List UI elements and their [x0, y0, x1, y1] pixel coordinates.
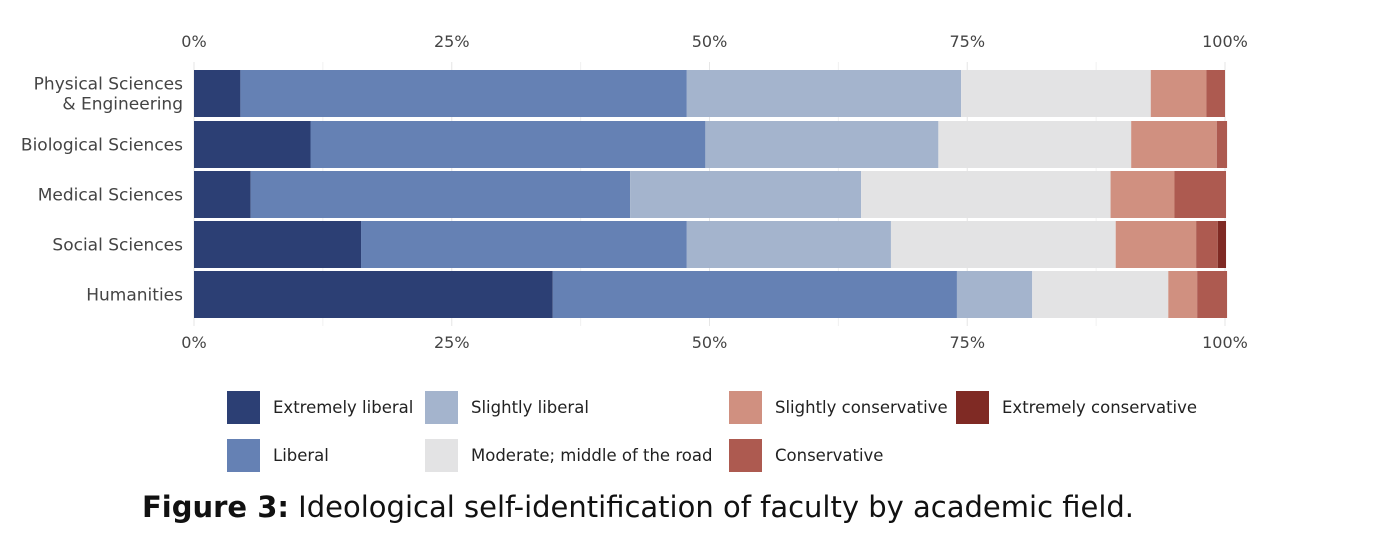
category-label: Physical Sciences & Engineering [34, 75, 183, 115]
bar-segment-conservative [1174, 171, 1227, 218]
bars [194, 70, 1228, 318]
legend-label: Moderate; middle of the road [471, 446, 712, 465]
bar-segment-slightly-conservative [1110, 171, 1175, 218]
y-axis-categories: Physical Sciences & Engineering Biological… [21, 75, 183, 306]
bar-segment-slightly-conservative [1115, 221, 1197, 268]
x-tick-label: 100% [1202, 333, 1248, 352]
bar-segment-liberal [250, 171, 631, 218]
x-axis-bottom: 0% 25% 50% 75% 100% [181, 333, 1248, 352]
legend-swatch-extremely-conservative [956, 391, 989, 424]
legend-swatch-extremely-liberal [227, 391, 260, 424]
bar-segment-slightly-liberal [705, 121, 939, 168]
x-axis-top: 0% 25% 50% 75% 100% [181, 32, 1248, 51]
legend-label: Slightly conservative [775, 398, 948, 417]
legend-label: Conservative [775, 446, 883, 465]
legend-swatch-moderate-middle-of-the-road [425, 439, 458, 472]
legend-label: Extremely conservative [1002, 398, 1197, 417]
bar-segment-slightly-liberal [686, 221, 891, 268]
x-tick-label: 75% [949, 333, 985, 352]
bar-segment-extremely-conservative [1217, 221, 1227, 268]
category-label: Social Sciences [52, 236, 183, 256]
bar-segment-extremely-liberal [194, 271, 553, 318]
bar-segment-liberal [552, 271, 957, 318]
legend-label: Liberal [273, 446, 329, 465]
legend-swatch-liberal [227, 439, 260, 472]
caption-text: Ideological self-identification of facul… [288, 490, 1135, 524]
bar-segment-moderate-middle-of-the-road [961, 70, 1151, 117]
bar-segment-slightly-liberal [956, 271, 1033, 318]
category-label: Humanities [86, 286, 183, 306]
bar-segment-liberal [240, 70, 687, 117]
x-tick-label: 50% [692, 32, 728, 51]
bar-segment-moderate-middle-of-the-road [861, 171, 1111, 218]
x-tick-label: 0% [181, 32, 206, 51]
legend-label: Extremely liberal [273, 398, 413, 417]
legend-swatch-conservative [729, 439, 762, 472]
bar-segment-extremely-liberal [194, 70, 241, 117]
x-tick-label: 25% [434, 333, 470, 352]
bar-segment-extremely-liberal [194, 121, 311, 168]
x-tick-label: 0% [181, 333, 206, 352]
bar-segment-conservative [1196, 221, 1218, 268]
bar-segment-moderate-middle-of-the-road [1032, 271, 1169, 318]
figure-caption: Figure 3: Ideological self-identificatio… [0, 490, 1276, 524]
bar-segment-moderate-middle-of-the-road [938, 121, 1132, 168]
legend-label: Slightly liberal [471, 398, 589, 417]
bar-segment-slightly-conservative [1131, 121, 1217, 168]
bar-segment-slightly-conservative [1168, 271, 1198, 318]
category-label: Medical Sciences [38, 186, 183, 206]
bar-segment-liberal [310, 121, 706, 168]
bar-segment-extremely-liberal [194, 221, 362, 268]
x-tick-label: 75% [949, 32, 985, 51]
bar-segment-conservative [1197, 271, 1228, 318]
category-label: Biological Sciences [21, 136, 183, 156]
bar-segment-slightly-liberal [686, 70, 962, 117]
bar-segment-conservative [1216, 121, 1228, 168]
bar-segment-liberal [361, 221, 687, 268]
x-tick-label: 50% [692, 333, 728, 352]
x-tick-label: 25% [434, 32, 470, 51]
legend-swatch-slightly-conservative [729, 391, 762, 424]
bar-segment-conservative [1206, 70, 1225, 117]
legend-swatch-slightly-liberal [425, 391, 458, 424]
x-tick-label: 100% [1202, 32, 1248, 51]
bar-segment-slightly-liberal [630, 171, 862, 218]
bar-segment-slightly-conservative [1150, 70, 1207, 117]
caption-label: Figure 3: [141, 490, 289, 524]
legend: Extremely liberal Liberal Slightly liberal… [227, 391, 1197, 472]
bar-segment-moderate-middle-of-the-road [890, 221, 1116, 268]
stacked-bar-chart: 0% 25% 50% 75% 100% 0% 25% 50% 75% 100% Physical… [21, 32, 1248, 472]
bar-segment-extremely-liberal [194, 171, 251, 218]
